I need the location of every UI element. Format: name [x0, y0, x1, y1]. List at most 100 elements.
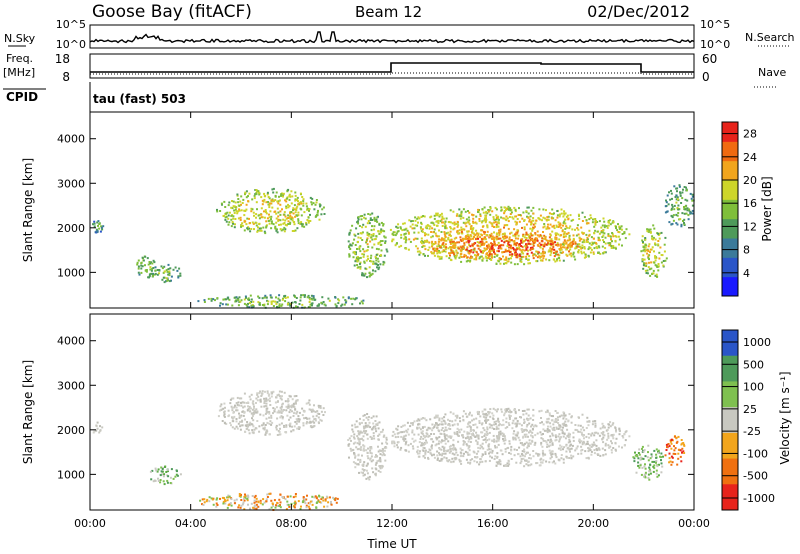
data-cell	[421, 432, 424, 435]
data-cell	[228, 201, 231, 204]
data-cell	[272, 191, 275, 194]
data-cell	[508, 251, 511, 254]
data-cell	[511, 253, 514, 256]
data-cell	[161, 473, 163, 476]
data-cell	[549, 234, 552, 237]
data-cell	[540, 243, 543, 246]
data-cell	[679, 191, 681, 194]
data-cell	[410, 220, 413, 223]
data-cell	[381, 466, 383, 469]
data-cell	[563, 220, 566, 223]
data-cell	[535, 425, 538, 428]
data-cell	[593, 420, 596, 423]
data-cell	[358, 440, 361, 443]
data-cell	[607, 234, 610, 237]
data-cell	[509, 232, 511, 235]
data-cell	[687, 214, 690, 217]
data-cell	[476, 461, 479, 464]
data-cell	[236, 409, 239, 412]
data-cell	[558, 433, 561, 436]
data-cell	[403, 228, 406, 231]
data-cell	[523, 219, 526, 222]
data-cell	[294, 402, 297, 405]
data-cell	[230, 206, 233, 209]
data-cell	[411, 223, 414, 226]
data-cell	[497, 215, 500, 218]
data-cell	[539, 214, 542, 217]
data-cell	[270, 199, 273, 202]
data-cell	[270, 202, 273, 205]
data-cell	[350, 297, 353, 300]
data-cell	[284, 294, 287, 297]
data-cell	[498, 459, 501, 462]
data-cell	[532, 217, 535, 219]
data-cell	[154, 467, 157, 470]
data-cell	[679, 455, 682, 458]
data-cell	[162, 271, 165, 274]
data-cell	[278, 423, 281, 426]
data-cell	[491, 225, 494, 228]
data-cell	[566, 456, 569, 459]
data-cell	[609, 421, 612, 424]
data-cell	[270, 215, 273, 218]
data-cell	[375, 423, 378, 426]
data-cell	[529, 453, 531, 456]
data-cell	[648, 466, 651, 469]
data-cell	[648, 261, 650, 264]
data-cell	[308, 408, 311, 411]
data-cell	[568, 236, 571, 239]
data-cell	[466, 432, 469, 435]
data-cell	[507, 240, 509, 243]
data-cell	[421, 430, 424, 433]
data-cell	[265, 225, 268, 228]
data-cell	[443, 456, 446, 459]
data-cell	[683, 443, 685, 446]
data-cell	[495, 218, 498, 221]
data-cell	[287, 223, 290, 225]
data-cell	[575, 246, 578, 249]
data-cell	[644, 238, 647, 241]
data-cell	[529, 248, 532, 251]
data-cell	[136, 263, 139, 266]
data-cell	[366, 437, 369, 440]
data-cell	[367, 457, 370, 460]
data-cell	[386, 250, 389, 253]
data-cell	[588, 444, 591, 447]
data-cell	[399, 226, 402, 229]
data-cell	[488, 438, 491, 441]
data-cell	[592, 218, 594, 221]
data-cell	[287, 203, 289, 206]
data-cell	[235, 300, 238, 303]
data-cell	[456, 427, 459, 430]
data-cell	[509, 415, 512, 417]
data-cell	[602, 454, 605, 456]
data-cell	[473, 236, 475, 239]
data-cell	[560, 428, 563, 431]
data-cell	[489, 234, 492, 237]
data-cell	[438, 417, 441, 420]
data-cell	[260, 405, 263, 408]
data-cell	[345, 300, 348, 303]
data-cell	[289, 495, 292, 498]
data-cell	[287, 397, 290, 400]
data-cell	[595, 245, 598, 248]
data-cell	[620, 225, 623, 228]
data-cell	[621, 446, 623, 449]
data-cell	[592, 441, 595, 444]
data-cell	[515, 248, 518, 251]
data-cell	[513, 243, 516, 246]
data-cell	[505, 262, 508, 265]
data-cell	[652, 269, 655, 272]
data-cell	[363, 469, 365, 472]
data-cell	[366, 255, 369, 258]
data-cell	[481, 259, 484, 262]
data-cell	[456, 213, 459, 216]
data-cell	[253, 412, 256, 415]
data-cell	[177, 275, 180, 278]
data-cell	[654, 238, 657, 241]
data-cell	[305, 417, 308, 419]
data-cell	[474, 238, 477, 241]
data-cell	[497, 424, 500, 427]
data-cell	[683, 212, 686, 215]
data-cell	[442, 419, 445, 422]
